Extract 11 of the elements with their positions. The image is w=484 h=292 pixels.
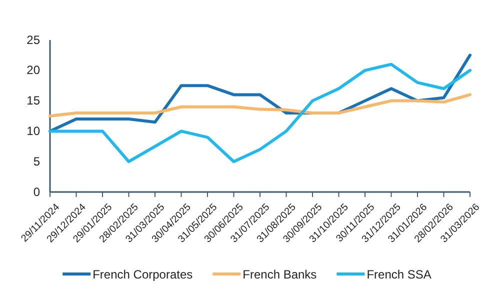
line-series [48, 93, 472, 118]
legend-label: French Corporates [92, 268, 193, 282]
line-series [48, 62, 472, 164]
y-tick-label: 10 [26, 124, 40, 138]
y-tick-label: 25 [26, 32, 40, 47]
y-tick-label: 0 [33, 184, 40, 199]
y-tick-label: 15 [26, 94, 40, 108]
legend-label: French Banks [242, 268, 317, 282]
y-tick-label: 5 [33, 154, 40, 168]
y-tick-label: 20 [26, 63, 40, 78]
legend-label: French SSA [366, 268, 432, 282]
